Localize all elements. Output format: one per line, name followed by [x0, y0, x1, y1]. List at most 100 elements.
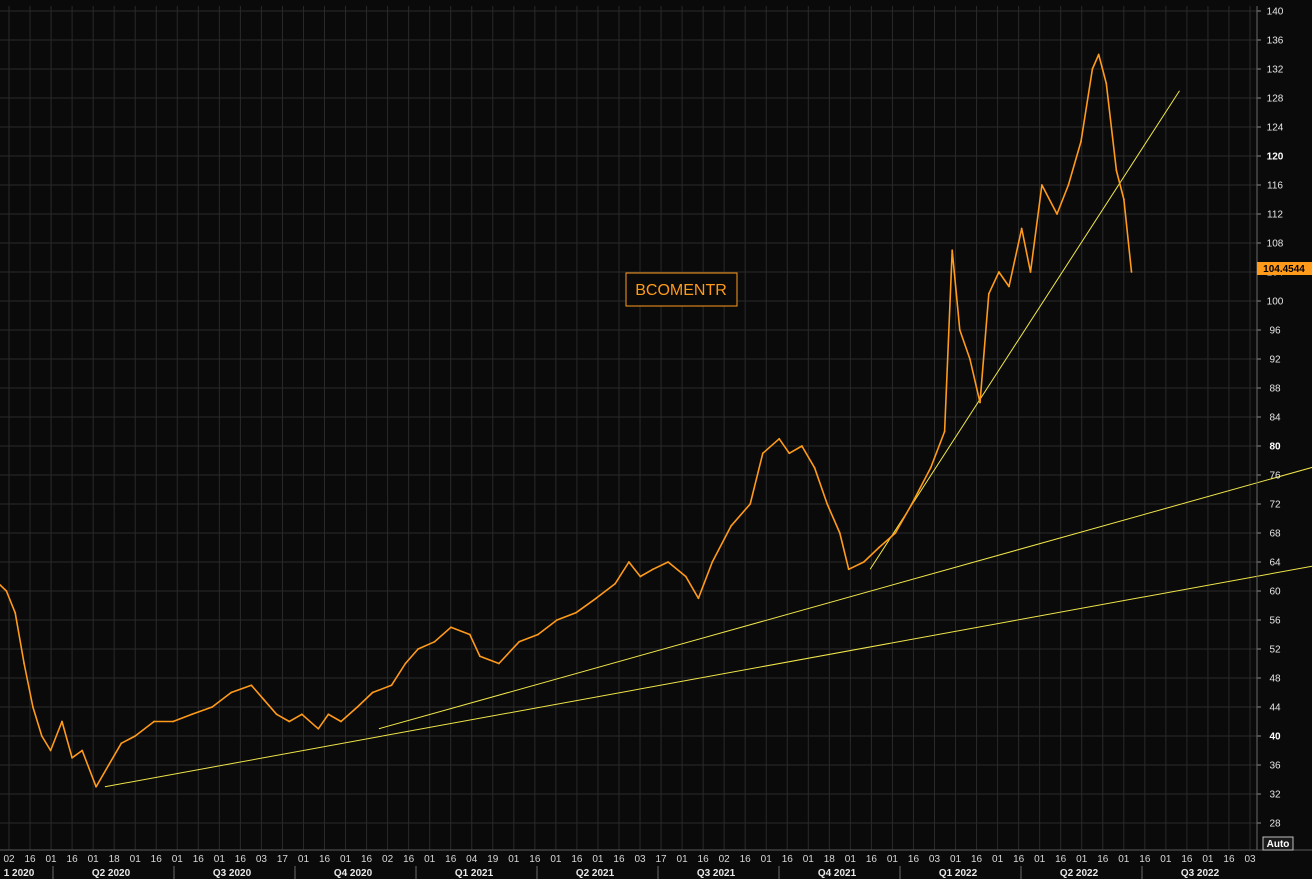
price-point	[987, 292, 990, 295]
x-tick-label: 16	[1181, 854, 1193, 865]
x-tick-label: 01	[677, 854, 689, 865]
price-point	[61, 720, 63, 723]
price-point	[639, 575, 642, 578]
auto-scale-button[interactable]: Auto	[1262, 836, 1294, 851]
x-tick-label: 01	[950, 854, 962, 865]
price-point	[894, 532, 897, 534]
x-axis: 02 16 01 16 01 18 01 16 01 16 01 16 03 17 01 16 01 16 02 16…	[0, 849, 1312, 879]
price-point	[847, 568, 850, 571]
x-tick-label: 16	[529, 854, 541, 865]
price-point	[749, 503, 752, 505]
quarter-label: Q2 2022	[1060, 868, 1099, 879]
x-tick-label: 01	[46, 854, 58, 865]
x-tick-label: 17	[277, 854, 289, 865]
price-point	[95, 785, 97, 788]
y-tick-label: 120	[1267, 152, 1284, 163]
x-tick-label: 01	[592, 854, 604, 865]
trendline	[104, 565, 1312, 788]
x-tick-label: 01	[424, 854, 436, 865]
price-point	[1097, 53, 1100, 56]
y-tick-label: 96	[1269, 326, 1281, 337]
price-point	[1123, 198, 1125, 201]
x-tick-label: 01	[1034, 854, 1046, 865]
x-tick-label: 02	[719, 854, 731, 865]
price-point	[537, 633, 539, 636]
price-point	[263, 698, 265, 701]
x-tick-label: 16	[1013, 854, 1025, 865]
price-point	[778, 437, 781, 440]
y-tick-label: 92	[1269, 355, 1281, 366]
x-tick-label: 03	[929, 854, 941, 865]
x-tick-label: 01	[508, 854, 520, 865]
price-point	[433, 640, 436, 643]
price-point	[862, 561, 865, 563]
trendline	[378, 466, 1312, 730]
price-point	[23, 662, 25, 665]
price-point	[153, 720, 156, 723]
price-point	[1056, 213, 1058, 215]
trendlines	[104, 90, 1312, 788]
quarter-label: Q3 2021	[697, 868, 736, 879]
x-tick-label: 16	[235, 854, 247, 865]
y-tick-label: 40	[1269, 732, 1281, 743]
x-tick-label: 01	[845, 854, 857, 865]
price-point	[14, 611, 17, 614]
price-point	[801, 445, 803, 447]
price-point	[327, 713, 330, 716]
price-point	[1115, 169, 1118, 172]
quarter-label: Q3 2020	[213, 868, 252, 879]
x-tick-label: 01	[298, 854, 310, 865]
price-point	[1105, 82, 1108, 85]
price-point	[667, 561, 669, 563]
price-point	[288, 720, 291, 723]
price-point	[1020, 227, 1023, 230]
auto-scale-button-label[interactable]: Auto	[1267, 839, 1290, 850]
price-point	[390, 684, 393, 687]
x-tick-label: 17	[655, 854, 667, 865]
y-tick-label: 100	[1267, 297, 1284, 308]
x-tick-label: 16	[1055, 854, 1067, 865]
price-point	[40, 735, 43, 737]
price-point	[878, 546, 880, 549]
y-tick-label: 140	[1267, 7, 1284, 18]
price-point	[1067, 184, 1070, 186]
x-tick-label: 01	[340, 854, 352, 865]
price-point	[614, 582, 616, 585]
x-tick-label: 16	[319, 854, 331, 865]
x-tick-label: 16	[403, 854, 415, 865]
x-tick-label: 16	[866, 854, 878, 865]
y-tick-label: 80	[1269, 442, 1281, 453]
price-point	[300, 713, 303, 716]
x-tick-label: 16	[698, 854, 710, 865]
x-tick-label: 16	[193, 854, 205, 865]
y-tick-label: 132	[1267, 65, 1284, 76]
price-point	[317, 727, 320, 730]
quarter-label: Q4 2020	[334, 868, 373, 879]
price-point	[556, 619, 558, 621]
quarter-label: Q1 2022	[939, 868, 978, 879]
price-point	[929, 466, 932, 469]
price-point	[788, 452, 791, 455]
price-series	[0, 53, 1133, 788]
trendline	[869, 90, 1180, 570]
price-point	[813, 466, 816, 469]
ticker-annotation: BCOMENTR	[625, 272, 738, 307]
price-point	[356, 706, 359, 708]
price-point	[107, 764, 110, 766]
price-point	[826, 503, 829, 505]
x-tick-label: 02	[3, 854, 15, 865]
price-point	[49, 749, 52, 752]
x-tick-label: 01	[761, 854, 773, 865]
ticker-annotation-box	[625, 272, 738, 307]
price-point	[497, 662, 500, 665]
quarter-label: Q1 2021	[455, 868, 494, 879]
y-tick-label: 108	[1267, 239, 1284, 250]
y-tick-label: 44	[1269, 703, 1281, 714]
y-tick-label: 136	[1267, 36, 1284, 47]
price-point	[81, 749, 84, 752]
price-point	[1040, 184, 1043, 186]
chart-grid	[0, 6, 1257, 850]
auto-scale-button-frame[interactable]	[1262, 836, 1294, 851]
